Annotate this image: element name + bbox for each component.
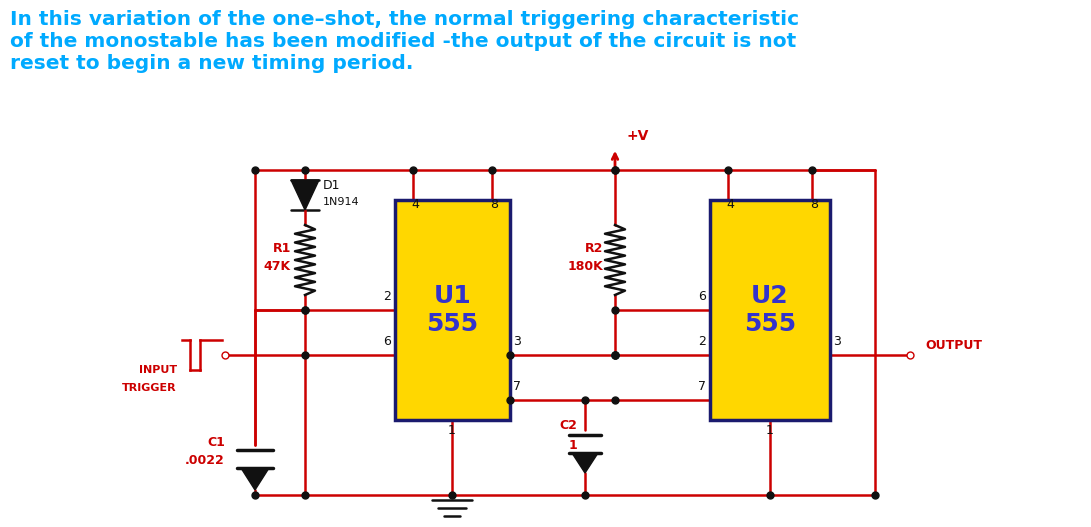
- Text: 7: 7: [698, 380, 706, 393]
- Text: TRIGGER: TRIGGER: [122, 383, 177, 393]
- Text: D1: D1: [323, 179, 340, 192]
- Text: 2: 2: [698, 335, 706, 348]
- Text: U1: U1: [433, 284, 471, 308]
- Text: 6: 6: [698, 290, 706, 303]
- Text: In this variation of the one–shot, the normal triggering characteristic
of the m: In this variation of the one–shot, the n…: [10, 10, 799, 73]
- Text: 4: 4: [411, 198, 419, 211]
- Text: 3: 3: [513, 335, 520, 348]
- Text: 1N914: 1N914: [323, 197, 360, 207]
- Bar: [710, 200, 830, 420]
- Polygon shape: [572, 453, 598, 473]
- Text: 8: 8: [810, 198, 818, 211]
- Text: 1: 1: [448, 424, 456, 437]
- Text: 2: 2: [383, 290, 391, 303]
- Text: 4: 4: [726, 198, 734, 211]
- Text: R2: R2: [585, 242, 603, 255]
- Text: 555: 555: [427, 312, 479, 336]
- Text: 8: 8: [490, 198, 497, 211]
- Polygon shape: [291, 180, 319, 210]
- Text: .0022: .0022: [185, 454, 225, 467]
- Text: 1: 1: [766, 424, 774, 437]
- Text: OUTPUT: OUTPUT: [925, 339, 982, 352]
- Text: C1: C1: [207, 436, 225, 449]
- Text: 6: 6: [383, 335, 391, 348]
- Text: 180K: 180K: [567, 260, 603, 273]
- Text: 1: 1: [568, 439, 577, 452]
- Text: 555: 555: [744, 312, 796, 336]
- Text: 3: 3: [834, 335, 841, 348]
- Bar: [395, 200, 509, 420]
- Text: 7: 7: [513, 380, 521, 393]
- Text: INPUT: INPUT: [139, 365, 177, 375]
- Text: C2: C2: [559, 419, 577, 432]
- Text: R1: R1: [273, 242, 291, 255]
- Polygon shape: [241, 468, 269, 490]
- Text: U2: U2: [752, 284, 789, 308]
- Text: 47K: 47K: [264, 260, 291, 273]
- Text: +V: +V: [627, 129, 649, 143]
